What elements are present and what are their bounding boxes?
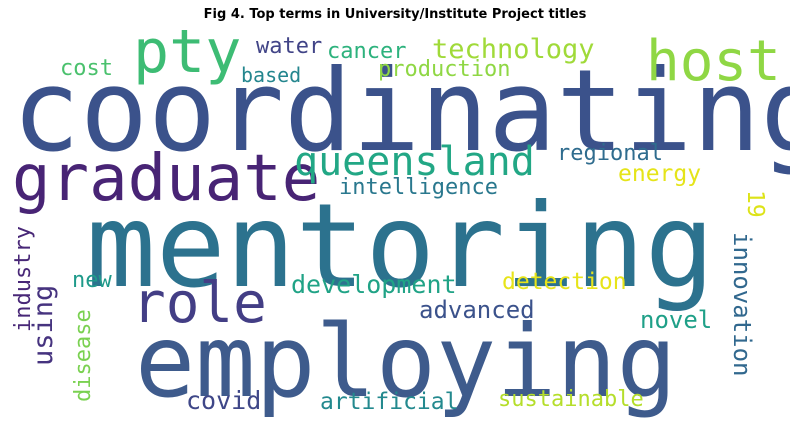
word-coordinating: coordinating: [12, 45, 790, 177]
word-using: using: [28, 285, 59, 366]
word-role: role: [132, 271, 267, 336]
word-employing: employing: [135, 303, 677, 420]
word-new: new: [72, 268, 112, 293]
word-development: development: [291, 270, 457, 299]
word-innovation: innovation: [728, 232, 756, 377]
word-production: production: [378, 57, 510, 82]
word-host: host: [646, 29, 781, 94]
word-sustainable: sustainable: [498, 387, 644, 412]
word-water: water: [256, 34, 322, 59]
word-mentoring: mentoring: [86, 179, 715, 314]
word-energy: energy: [618, 161, 701, 187]
word-novel: novel: [640, 306, 712, 334]
word-based: based: [241, 63, 301, 87]
word-cancer: cancer: [327, 39, 406, 64]
word-disease: disease: [71, 309, 96, 402]
word-industry: industry: [11, 226, 36, 332]
word-advanced: advanced: [419, 296, 535, 324]
word-detection: detection: [502, 269, 627, 295]
word-graduate: graduate: [12, 142, 320, 216]
word-covid: covid: [186, 386, 261, 415]
word-technology: technology: [432, 34, 595, 65]
chart-title: Fig 4. Top terms in University/Institute…: [203, 7, 587, 22]
word-cost: cost: [60, 56, 113, 81]
word-artificial: artificial: [320, 389, 458, 415]
word-queensland: queensland: [294, 139, 535, 185]
word-regional: regional: [557, 141, 663, 166]
word-pty: pty: [133, 17, 241, 87]
word-intelligence: intelligence: [339, 175, 498, 200]
word-19: 19: [742, 190, 768, 218]
